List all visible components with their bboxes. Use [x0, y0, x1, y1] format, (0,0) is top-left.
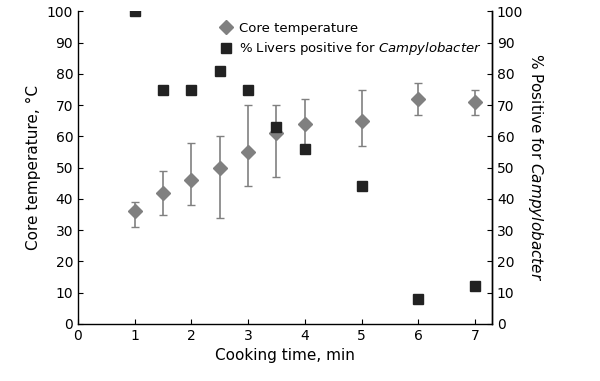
% Livers positive for Campylobacter: [160, 87, 167, 92]
Y-axis label: % Positive for $\it{Campylobacter}$: % Positive for $\it{Campylobacter}$: [526, 53, 545, 282]
% Livers positive for Campylobacter: [245, 87, 252, 92]
% Livers positive for Campylobacter: [273, 125, 280, 129]
% Livers positive for Campylobacter: [472, 284, 479, 289]
X-axis label: Cooking time, min: Cooking time, min: [215, 348, 355, 363]
Y-axis label: Core temperature, °C: Core temperature, °C: [26, 85, 41, 250]
Line: % Livers positive for Campylobacter: % Livers positive for Campylobacter: [130, 6, 480, 304]
% Livers positive for Campylobacter: [188, 87, 195, 92]
Legend: Core temperature, % Livers positive for $\it{Campylobacter}$: Core temperature, % Livers positive for …: [215, 18, 485, 61]
% Livers positive for Campylobacter: [415, 296, 422, 301]
% Livers positive for Campylobacter: [131, 9, 139, 14]
% Livers positive for Campylobacter: [301, 147, 308, 151]
% Livers positive for Campylobacter: [216, 69, 223, 73]
% Livers positive for Campylobacter: [358, 184, 365, 189]
